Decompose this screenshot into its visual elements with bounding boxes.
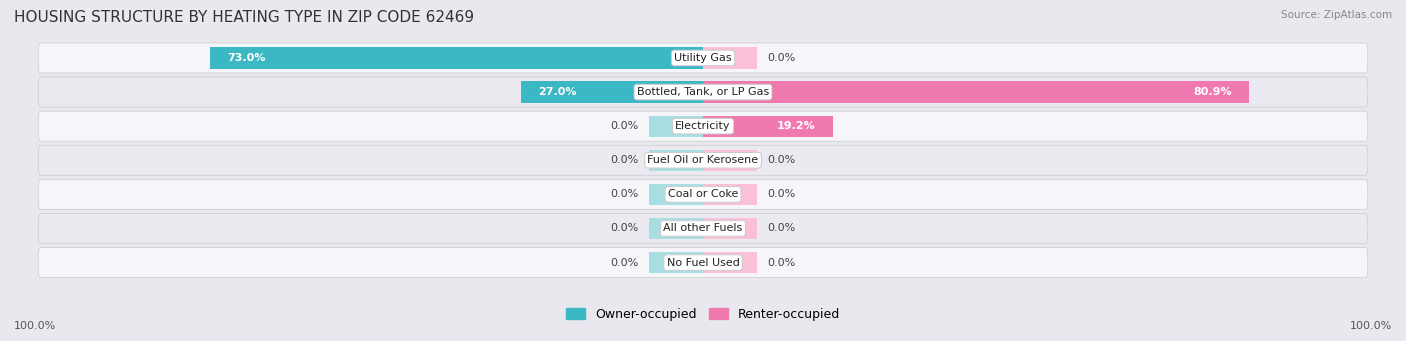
FancyBboxPatch shape	[38, 43, 1368, 73]
Bar	[211, 47, 703, 69]
FancyBboxPatch shape	[38, 145, 1368, 175]
Text: 80.9%: 80.9%	[1194, 87, 1232, 97]
Bar	[703, 47, 756, 69]
Text: 0.0%: 0.0%	[610, 189, 638, 199]
Bar	[650, 252, 703, 273]
FancyBboxPatch shape	[38, 111, 1368, 141]
Bar	[703, 252, 756, 273]
Bar	[650, 184, 703, 205]
FancyBboxPatch shape	[38, 179, 1368, 209]
Text: 19.2%: 19.2%	[778, 121, 815, 131]
Bar	[703, 116, 756, 137]
Bar	[650, 150, 703, 171]
Text: 100.0%: 100.0%	[1350, 321, 1392, 330]
FancyBboxPatch shape	[38, 77, 1368, 107]
Text: 0.0%: 0.0%	[768, 155, 796, 165]
FancyBboxPatch shape	[38, 248, 1368, 278]
Text: 73.0%: 73.0%	[228, 53, 266, 63]
Text: Bottled, Tank, or LP Gas: Bottled, Tank, or LP Gas	[637, 87, 769, 97]
Bar	[703, 218, 756, 239]
Text: Fuel Oil or Kerosene: Fuel Oil or Kerosene	[647, 155, 759, 165]
Text: 100.0%: 100.0%	[14, 321, 56, 330]
Text: 0.0%: 0.0%	[768, 223, 796, 234]
Text: Utility Gas: Utility Gas	[675, 53, 731, 63]
Text: 0.0%: 0.0%	[768, 189, 796, 199]
Text: 0.0%: 0.0%	[610, 121, 638, 131]
Text: Coal or Coke: Coal or Coke	[668, 189, 738, 199]
Text: 0.0%: 0.0%	[768, 53, 796, 63]
FancyBboxPatch shape	[38, 213, 1368, 243]
Text: 0.0%: 0.0%	[768, 257, 796, 268]
Bar	[703, 81, 1249, 103]
Bar	[650, 116, 703, 137]
Bar	[650, 81, 703, 103]
Text: Source: ZipAtlas.com: Source: ZipAtlas.com	[1281, 10, 1392, 20]
Bar	[703, 116, 832, 137]
Bar	[703, 184, 756, 205]
Bar	[520, 81, 703, 103]
Text: No Fuel Used: No Fuel Used	[666, 257, 740, 268]
Bar	[650, 47, 703, 69]
Text: Electricity: Electricity	[675, 121, 731, 131]
Legend: Owner-occupied, Renter-occupied: Owner-occupied, Renter-occupied	[561, 303, 845, 326]
Bar	[703, 81, 756, 103]
Text: 0.0%: 0.0%	[610, 155, 638, 165]
Bar	[650, 218, 703, 239]
Text: 0.0%: 0.0%	[610, 223, 638, 234]
Text: All other Fuels: All other Fuels	[664, 223, 742, 234]
Bar	[703, 150, 756, 171]
Text: HOUSING STRUCTURE BY HEATING TYPE IN ZIP CODE 62469: HOUSING STRUCTURE BY HEATING TYPE IN ZIP…	[14, 10, 474, 25]
Text: 0.0%: 0.0%	[610, 257, 638, 268]
Text: 27.0%: 27.0%	[537, 87, 576, 97]
